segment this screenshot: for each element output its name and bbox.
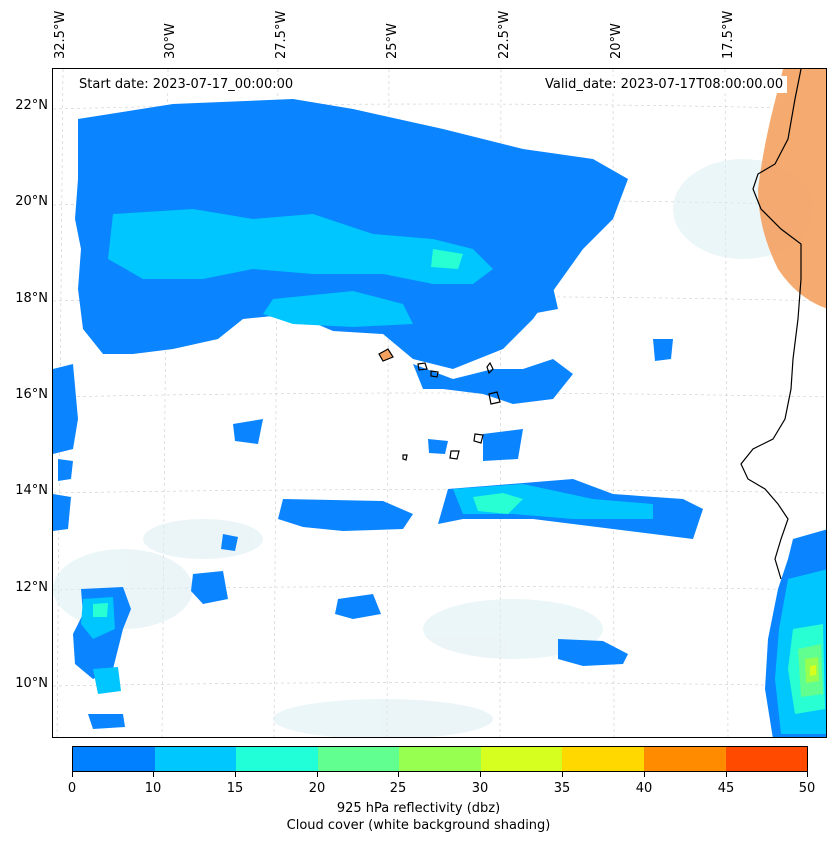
map-panel[interactable] [52, 68, 827, 738]
lon-label-27-5w: 27.5°W [274, 10, 289, 59]
colorbar-tick-label-40: 40 [635, 781, 653, 796]
colorbar-segment-25-30 [399, 747, 481, 771]
lon-label-30w: 30°W [163, 23, 178, 59]
colorbar-tick-label-20: 20 [308, 781, 326, 796]
lon-label-20w: 20°W [609, 23, 624, 59]
colorbar-segment-35-40 [562, 747, 644, 771]
lon-label-32-5w: 32.5°W [53, 10, 68, 59]
lat-label-18n: 18°N [15, 291, 48, 306]
cape-verde-island-7 [449, 450, 460, 460]
cape-verde-island-8 [402, 454, 408, 461]
colorbar-tick [644, 772, 645, 777]
colorbar-tick [398, 772, 399, 777]
colorbar-tick [317, 772, 318, 777]
colorbar-tick [235, 772, 236, 777]
colorbar-tick-label-30: 30 [471, 781, 489, 796]
colorbar-label: 925 hPa reflectivity (dbz) [336, 801, 501, 816]
colorbar-sublabel: Cloud cover (white background shading) [286, 818, 551, 833]
colorbar-tick-label-0: 0 [67, 781, 77, 796]
colorbar-segment-45-50 [725, 747, 808, 771]
cape-verde-island-3 [430, 370, 439, 378]
cape-verde-island-2 [417, 362, 428, 371]
lon-label-25w: 25°W [385, 23, 400, 59]
colorbar [72, 746, 808, 772]
colorbar-segment-20-25 [317, 747, 400, 771]
cape-verde-island-6 [473, 433, 484, 444]
colorbar-segment-0-10 [73, 747, 155, 771]
lat-label-10n: 10°N [15, 676, 48, 691]
colorbar-tick [72, 772, 73, 777]
colorbar-segment-15-20 [236, 747, 318, 771]
lat-label-14n: 14°N [15, 483, 48, 498]
reflectivity-map [53, 69, 826, 737]
colorbar-tick-label-35: 35 [553, 781, 571, 796]
cape-verde-island-1 [378, 348, 394, 362]
colorbar-tick-label-45: 45 [717, 781, 735, 796]
lon-label-22-5w: 22.5°W [497, 10, 512, 59]
land-heat-region [758, 69, 826, 309]
colorbar-tick-label-50: 50 [798, 781, 816, 796]
reflectivity-10-15 [81, 209, 826, 734]
colorbar-tick [726, 772, 727, 777]
colorbar-tick [153, 772, 154, 777]
lat-label-12n: 12°N [15, 580, 48, 595]
coastline [378, 69, 802, 580]
colorbar-tick-label-15: 15 [226, 781, 244, 796]
colorbar-tick-label-25: 25 [389, 781, 407, 796]
valid-date-label: Valid_date: 2023-07-17T08:00:00.00 [541, 76, 788, 93]
colorbar-tick [480, 772, 481, 777]
lat-label-20n: 20°N [15, 194, 48, 209]
colorbar-segment-40-45 [643, 747, 726, 771]
lon-label-17-5w: 17.5°W [721, 10, 736, 59]
lat-label-16n: 16°N [15, 387, 48, 402]
colorbar-segment-10-15 [154, 747, 237, 771]
reflectivity-20-30 [798, 644, 823, 697]
lat-label-22n: 22°N [15, 98, 48, 113]
start-date-label: Start date: 2023-07-17_00:00:00 [75, 76, 298, 93]
cape-verde-island-5 [488, 391, 501, 405]
colorbar-tick [807, 772, 808, 777]
colorbar-tick-label-10: 10 [144, 781, 162, 796]
colorbar-segment-30-35 [480, 747, 563, 771]
colorbar-tick [562, 772, 563, 777]
cape-verde-island-4 [486, 361, 494, 375]
